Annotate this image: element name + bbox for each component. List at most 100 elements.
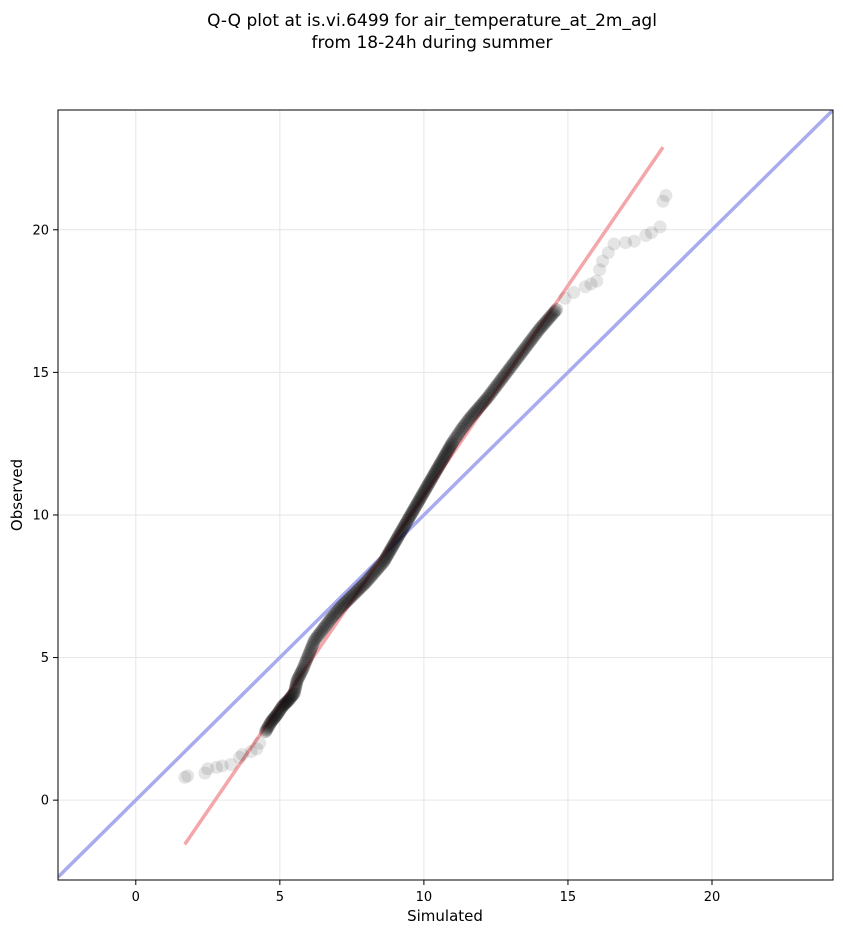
point-central-2-fill-5 [275,700,289,714]
y-tick-label-4: 20 [32,223,49,238]
point-central-17 [377,555,391,569]
point-central-33-fill-1 [482,389,496,403]
point-central-12-fill-4 [339,595,353,609]
point-central-37-fill-4 [521,338,535,352]
point-central-39-fill-1 [534,321,548,335]
point-high-1 [567,286,581,300]
point-central-0-fill-5 [263,716,277,730]
point-central-37-fill-1 [516,344,530,358]
point-central-24-fill-5 [422,477,436,491]
point-central-32-fill-5 [479,393,493,407]
point-central-32-fill-2 [475,398,489,412]
point-central-29 [446,435,460,449]
point-central-4-fill-3 [284,690,298,704]
point-central-12-fill-1 [335,599,349,613]
point-central-13-fill-4 [348,586,362,600]
point-central-14-fill-2 [354,581,368,595]
point-central-34-fill-1 [490,378,504,392]
point-central-17-fill-1 [378,553,392,567]
point-central-3 [276,699,290,713]
point-central-27-fill-1 [435,454,449,468]
point-central-15-fill-2 [362,572,376,586]
point-central-15-fill-1 [361,573,375,587]
point-central-9-fill-5 [315,624,329,638]
point-central-7-fill-5 [301,650,315,664]
point-central-26-fill-2 [430,462,444,476]
point-central-35 [498,368,512,382]
point-central-28-fill-3 [443,440,457,454]
x-tick-label-0: 0 [132,890,140,905]
point-central-19-fill-4 [392,528,406,542]
point-central-11-fill-1 [326,609,340,623]
point-central-29-fill-1 [447,433,461,447]
point-central-22-fill-2 [407,502,421,516]
point-central-23-fill-4 [415,488,429,502]
point-central-1-fill-2 [266,712,280,726]
y-tick-label-1: 5 [41,651,49,666]
point-central-9-fill-3 [312,628,326,642]
point-central-0-fill-1 [259,723,273,737]
point-central-33 [480,391,494,405]
point-central-4-fill-5 [286,687,300,701]
point-central-6 [290,673,304,687]
point-central-2 [270,708,284,722]
point-central-18-fill-5 [387,537,401,551]
y-axis-label: Observed [8,459,26,531]
point-central-38-fill-4 [529,326,543,340]
chart-title-line-1: Q-Q plot at is.vi.6499 for air_temperatu… [207,11,657,31]
point-central-26-fill-5 [433,457,447,471]
point-low-4 [209,760,223,774]
point-central-23-fill-1 [412,493,426,507]
point-central-32-fill-3 [476,396,490,410]
point-high-10 [627,234,641,248]
point-low-2 [198,766,212,780]
point-central-29-fill-4 [451,427,465,441]
point-central-31-fill-1 [464,409,478,423]
point-central-2-fill-4 [274,702,288,716]
point-central-21 [400,515,414,529]
point-central-40-fill-2 [544,309,558,323]
point-central-8-fill-1 [303,645,317,659]
point-central-11-fill-3 [329,606,343,620]
point-central-19-fill-5 [393,527,407,541]
point-central-16 [368,565,382,579]
point-central-18 [382,545,396,559]
point-central-1-fill-5 [269,709,283,723]
point-central-35-fill-3 [502,363,516,377]
point-central-23-fill-3 [414,490,428,504]
point-central-19-fill-3 [391,530,405,544]
point-central-26-fill-3 [431,460,445,474]
point-central-16-fill-2 [371,562,385,576]
point-central-27-fill-3 [437,450,451,464]
point-central-19-fill-1 [389,533,403,547]
point-central-5-fill-2 [288,682,302,696]
point-central-4-fill-2 [283,691,297,705]
point-central-25-fill-3 [426,470,440,484]
point-central-33-fill-4 [486,383,500,397]
x-tick-label-1: 5 [276,890,284,905]
point-central-37-fill-3 [519,340,533,354]
point-central-8-fill-3 [305,641,319,655]
point-high-9 [619,236,633,250]
point-central-7-fill-3 [299,655,313,669]
point-central-27-fill-4 [438,449,452,463]
point-central-20-fill-2 [396,522,410,536]
point-central-37-fill-5 [522,336,536,350]
point-central-10 [316,622,330,636]
point-central-6-fill-1 [291,671,305,685]
point-central-3-fill-1 [277,698,291,712]
point-central-16-fill-4 [374,558,388,572]
point-central-6-fill-4 [294,666,308,680]
point-low-10 [250,742,264,756]
point-central-17-fill-5 [381,547,395,561]
plot-area-frame [57,109,834,881]
point-central-20-fill-1 [395,523,409,537]
point-central-37-fill-2 [518,342,532,356]
point-central-22-fill-3 [408,500,422,514]
point-central-1-fill-1 [265,714,279,728]
point-central-33-fill-3 [485,385,499,399]
point-central-13-fill-5 [349,585,363,599]
point-central-32 [472,401,486,415]
point-central-10-fill-3 [320,616,334,630]
